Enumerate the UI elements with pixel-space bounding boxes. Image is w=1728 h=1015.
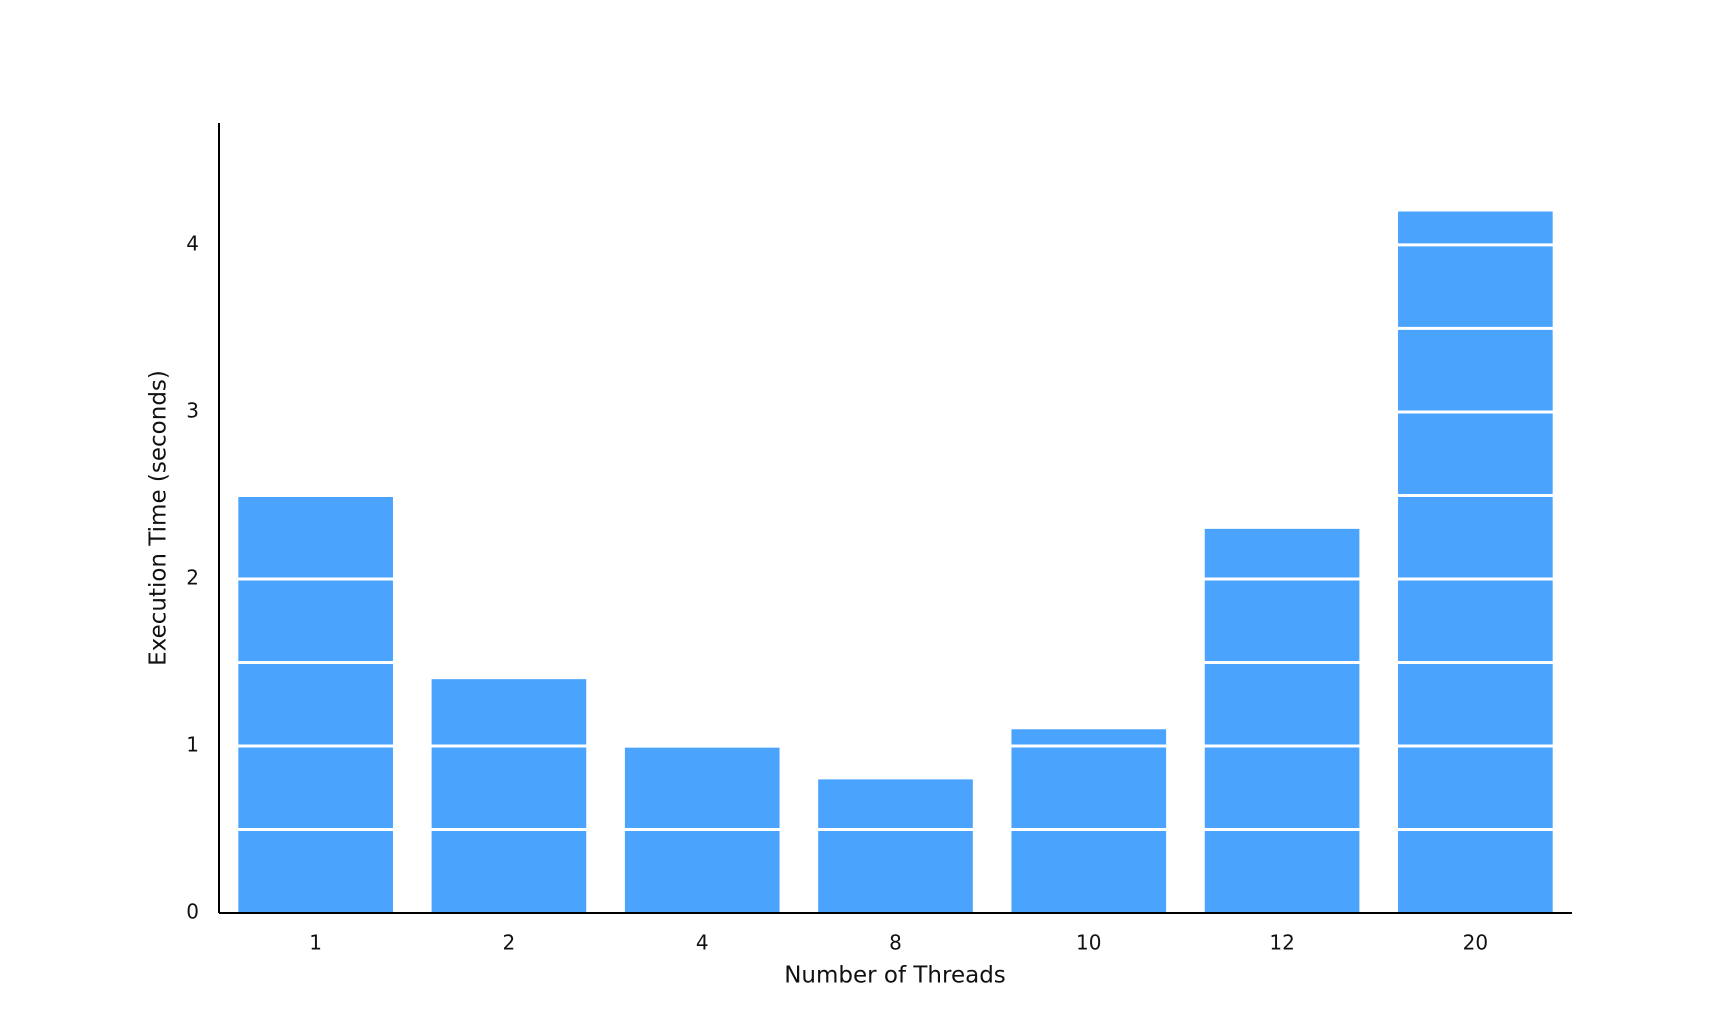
y-axis-title: Execution Time (seconds) (146, 370, 172, 666)
x-tick-label: 20 (1463, 931, 1488, 955)
y-tick-label: 0 (186, 900, 199, 924)
bar (818, 779, 973, 913)
y-tick-label: 1 (186, 732, 199, 756)
bar (1398, 211, 1553, 913)
x-tick-label: 1 (309, 931, 322, 955)
y-tick-label: 4 (186, 231, 199, 255)
x-tick-label: 8 (889, 931, 902, 955)
x-tick-label: 12 (1269, 931, 1294, 955)
bar (238, 495, 393, 913)
x-tick-label: 4 (696, 931, 709, 955)
x-tick-label: 10 (1076, 931, 1101, 955)
x-axis-title: Number of Threads (784, 963, 1006, 989)
bar (1011, 729, 1167, 913)
y-tick-label: 3 (186, 398, 199, 422)
bar (431, 679, 587, 913)
bar (1204, 528, 1360, 913)
x-tick-label: 2 (503, 931, 516, 955)
y-tick-label: 2 (186, 565, 199, 589)
